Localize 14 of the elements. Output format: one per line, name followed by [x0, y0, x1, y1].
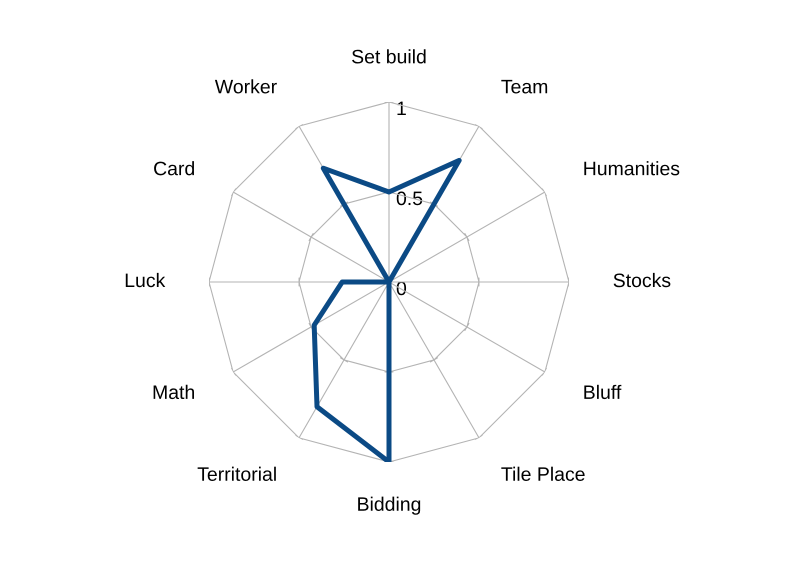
spoke-label: Worker: [214, 79, 277, 94]
spoke-label: Math: [154, 384, 194, 400]
spoke-label: Territorial: [198, 466, 276, 481]
spoke-label: Card: [154, 161, 194, 176]
spoke-label: Humanities: [584, 161, 680, 176]
spoke-label: Set build: [352, 49, 426, 64]
y-tick-label: 0.5: [396, 191, 422, 206]
y-tick-label: 1: [397, 102, 406, 116]
spoke-label: Luck: [126, 272, 166, 288]
spoke-label: Bidding: [358, 496, 420, 515]
spoke-label: Team: [501, 80, 548, 94]
spoke-label: Tile Place: [501, 466, 585, 481]
spoke-label: Stocks: [614, 272, 670, 288]
spoke-label: Bluff: [584, 384, 622, 400]
